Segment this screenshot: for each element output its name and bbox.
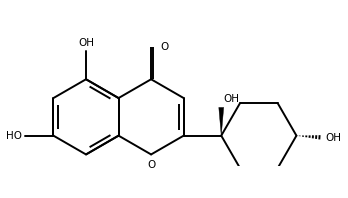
Polygon shape xyxy=(219,108,224,136)
Text: HO: HO xyxy=(6,131,22,141)
Text: O: O xyxy=(147,160,155,170)
Text: O: O xyxy=(160,42,168,52)
Text: OH: OH xyxy=(78,38,94,48)
Text: OH: OH xyxy=(223,94,239,104)
Text: OH: OH xyxy=(326,132,342,143)
